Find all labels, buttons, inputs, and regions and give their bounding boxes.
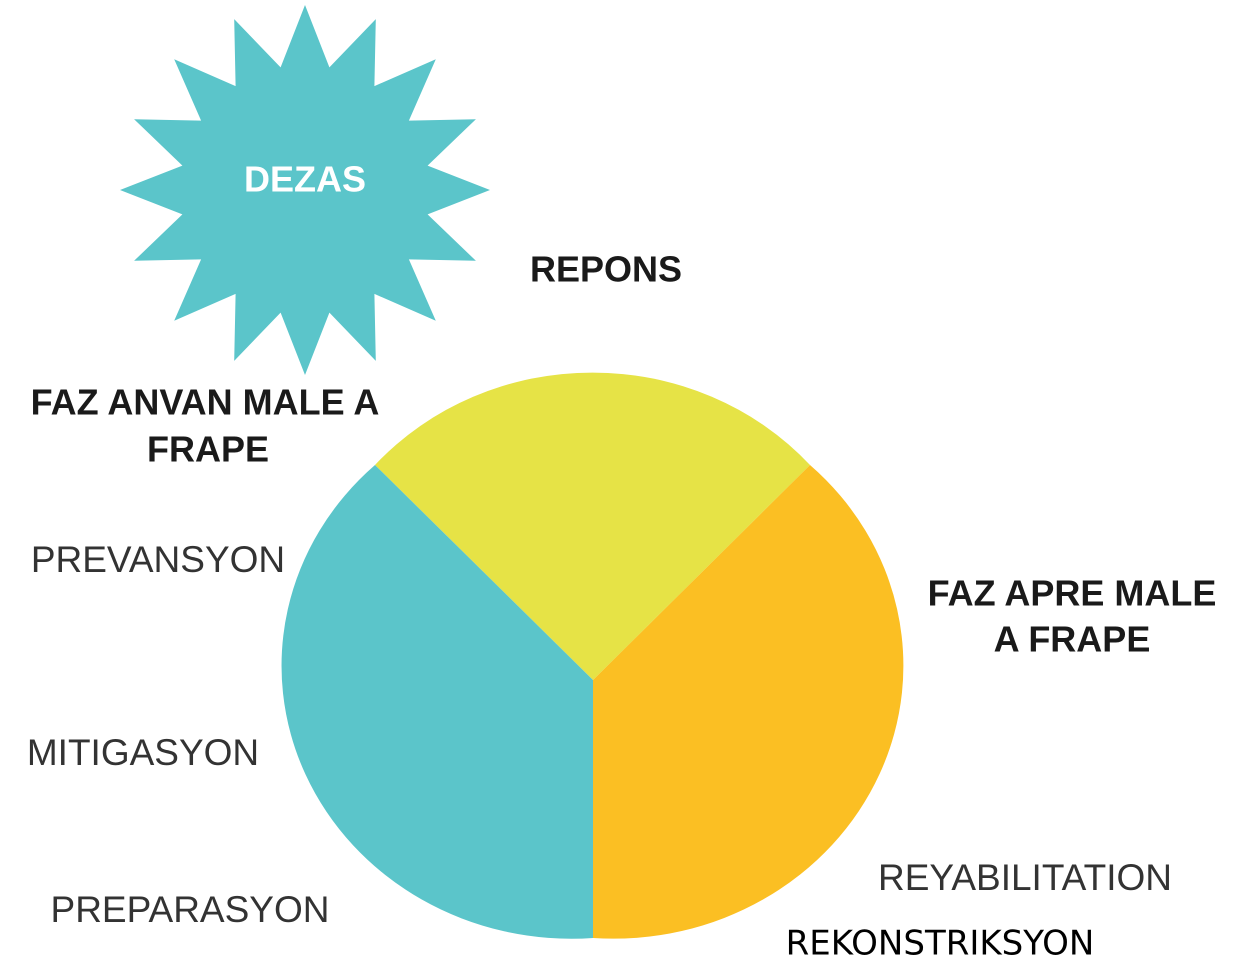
center-label: DEZAS xyxy=(244,159,366,200)
segment-before xyxy=(281,465,593,939)
phase-label: FRAPE xyxy=(147,429,269,470)
phase-label: A FRAPE xyxy=(994,619,1151,660)
step-label: PREVANSYON xyxy=(31,539,285,580)
star-burst xyxy=(120,5,490,375)
step-label: REKONSTRIKSYON xyxy=(786,924,1095,963)
phase-label: FAZ APRE MALE xyxy=(928,573,1217,614)
step-label: REYABILITATION xyxy=(878,857,1172,898)
step-label: MITIGASYON xyxy=(27,732,259,773)
phase-label: REPONS xyxy=(530,249,682,290)
step-label: PREPARASYON xyxy=(51,889,330,930)
phase-label: FAZ ANVAN MALE A xyxy=(31,382,380,423)
segment-response xyxy=(375,372,810,680)
segment-after xyxy=(593,465,904,939)
